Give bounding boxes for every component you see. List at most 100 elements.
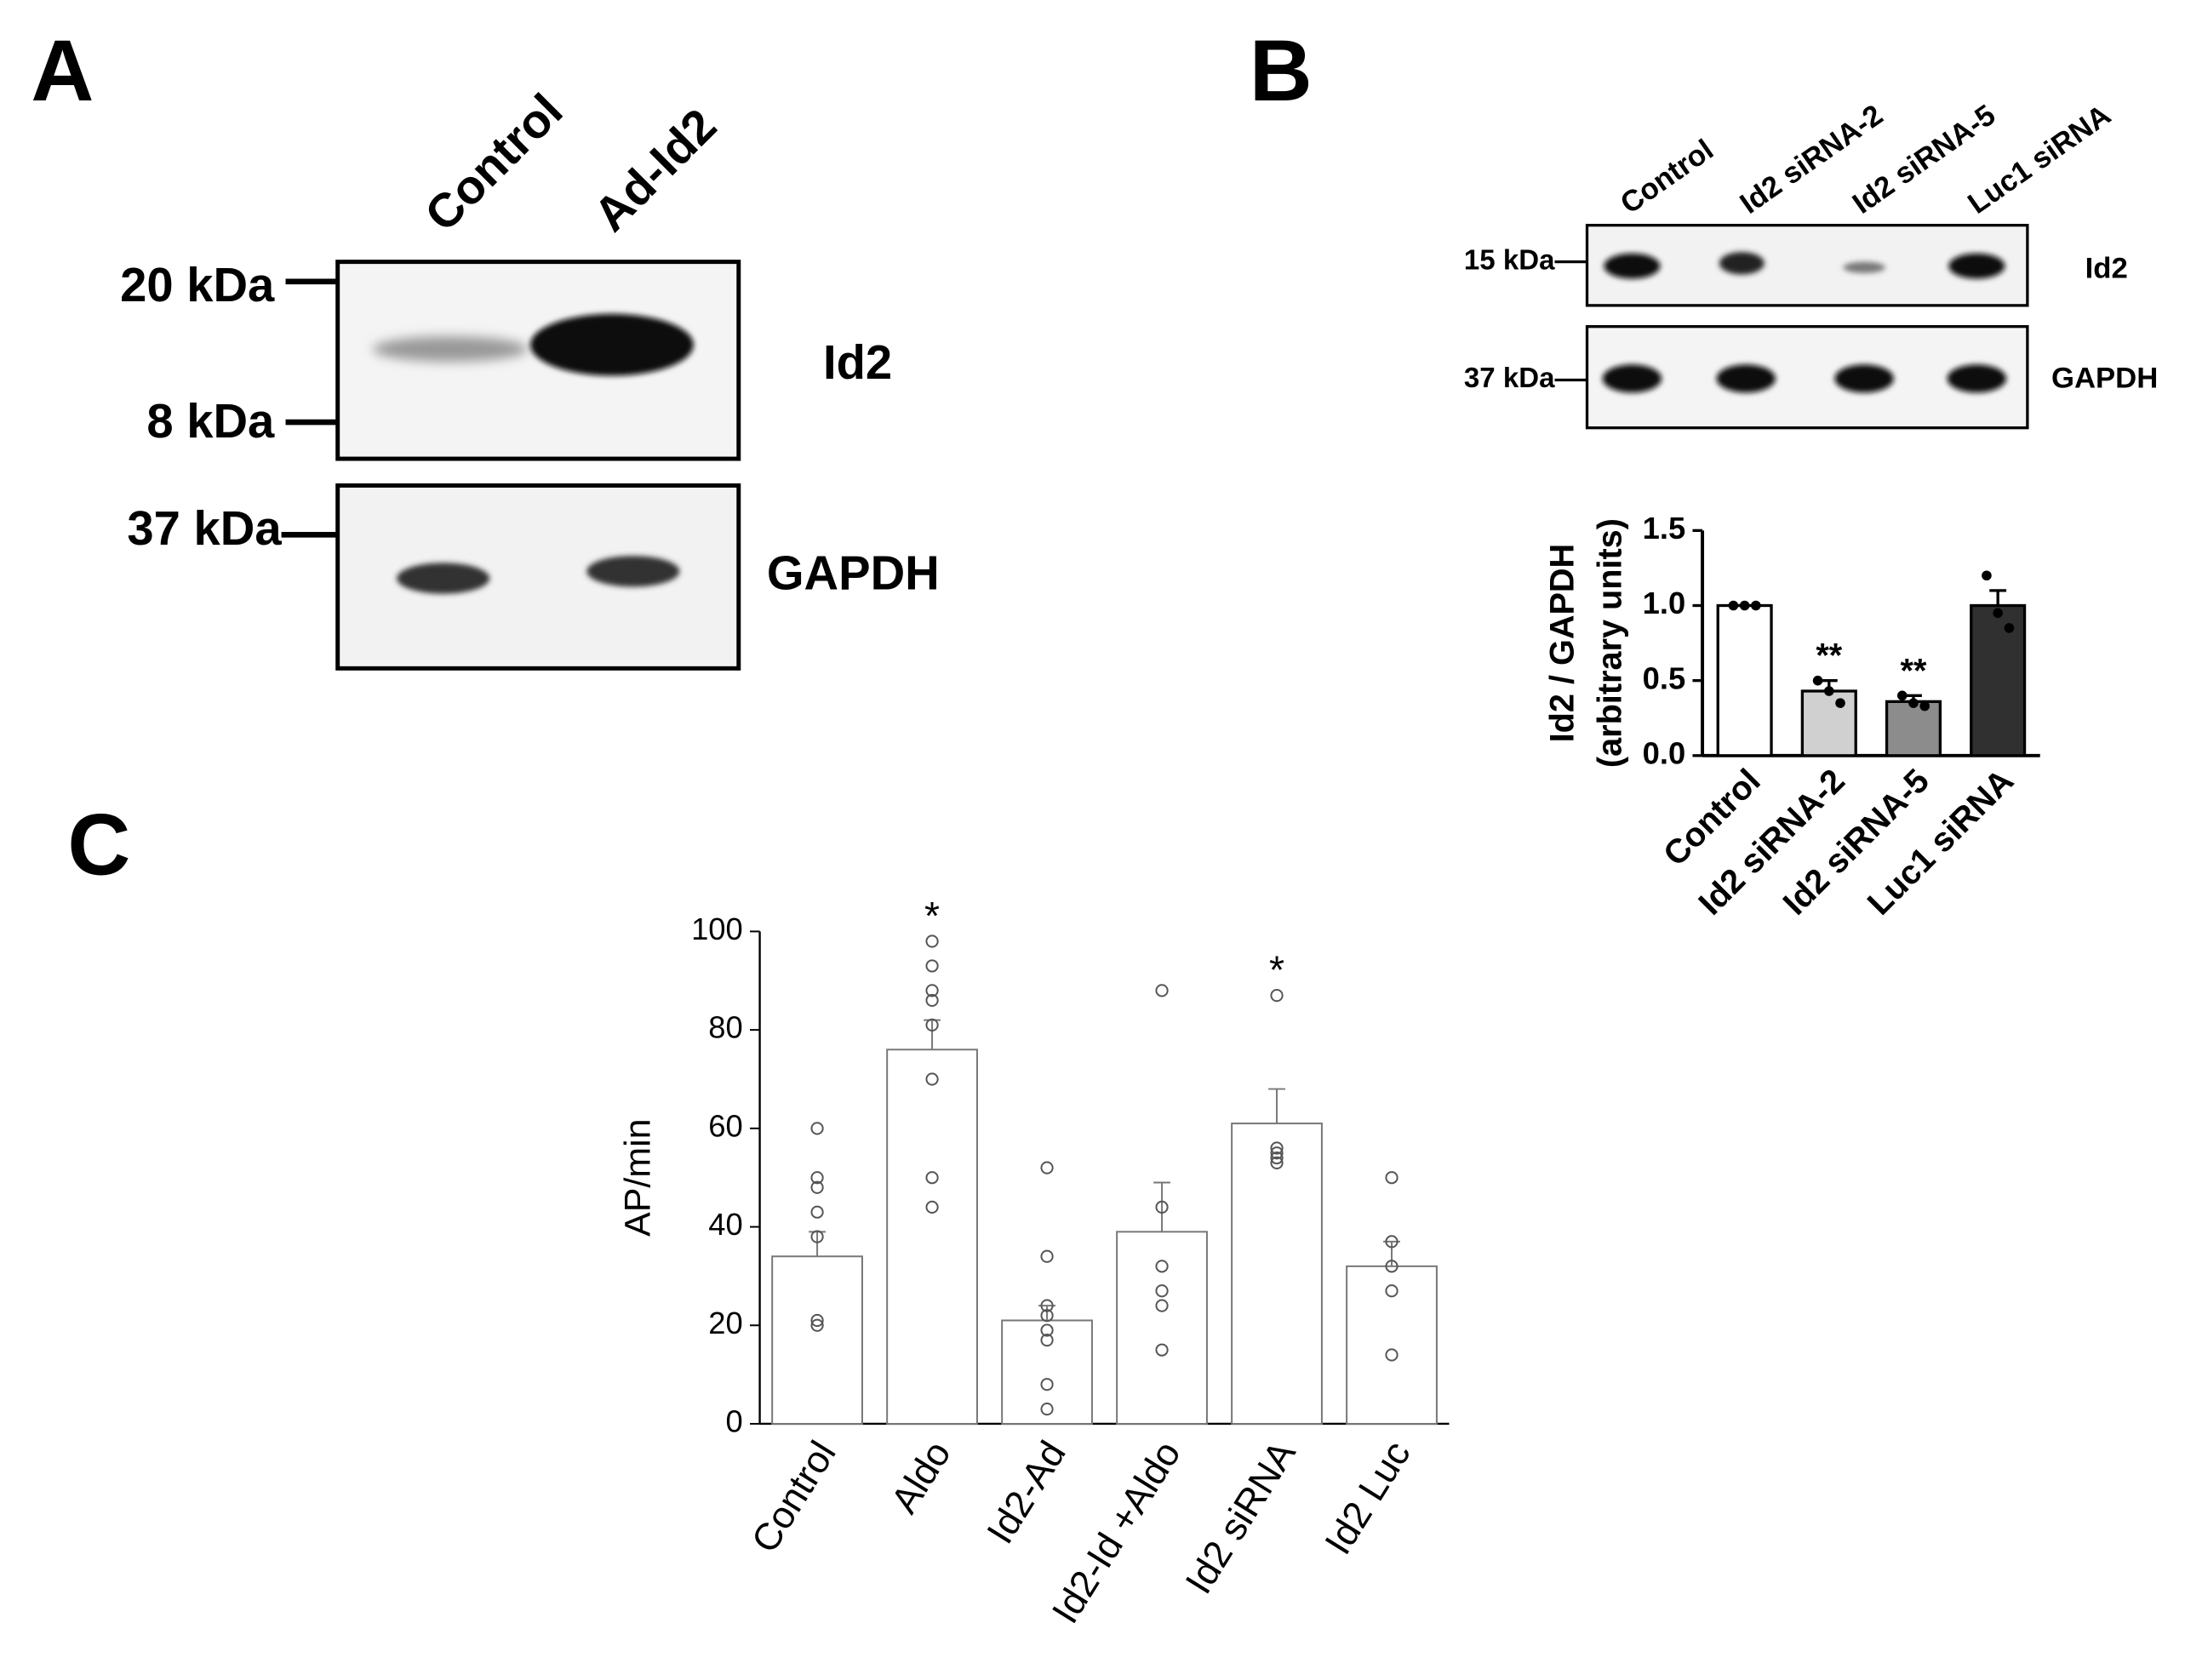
data-point (810, 1230, 824, 1243)
protein-label: GAPDH (767, 546, 940, 600)
data-point (925, 1072, 939, 1086)
blot-b: 15 kDa 37 kDa Control Id2 siRNA-2 Id2 si… (1464, 99, 2158, 430)
band (1843, 261, 1885, 273)
x-tick-label: Id2 Luc (1318, 1434, 1419, 1562)
y-tick-label: 20 (708, 1306, 742, 1340)
y-axis-label: Id2 / GAPDH (1544, 544, 1582, 743)
bar (1970, 603, 2027, 757)
band (1602, 364, 1662, 393)
y-tick-label: 60 (708, 1108, 742, 1143)
data-point (1040, 1334, 1054, 1347)
y-tick-label: 0.0 (1643, 735, 1686, 770)
band (1716, 364, 1776, 393)
data-point (925, 993, 939, 1008)
band (1719, 252, 1765, 275)
y-axis-label: AP/min (617, 1118, 658, 1237)
data-point (1896, 690, 1908, 701)
data-point (925, 1200, 939, 1214)
data-point (810, 1122, 824, 1135)
annotation: ** (1901, 652, 1927, 689)
data-point (810, 1171, 824, 1185)
y-tick-label: 0.5 (1643, 660, 1686, 695)
bar (1116, 1231, 1208, 1425)
y-tick-label: 1.0 (1643, 586, 1686, 620)
marker-label: 20 kDa (120, 258, 275, 311)
marker-label: 15 kDa (1464, 244, 1555, 276)
x-tick-label: Aldo (884, 1434, 959, 1521)
x-tick-label: Id2-Ad (980, 1434, 1074, 1551)
data-point (1824, 686, 1834, 696)
error-bar (1153, 1181, 1170, 1232)
bar (1800, 689, 1857, 757)
bar (1716, 603, 1773, 757)
band (586, 556, 680, 587)
error-bar (1989, 589, 2007, 606)
data-point (810, 1313, 824, 1328)
bar (1885, 700, 1942, 757)
y-tick-label: 1.5 (1643, 511, 1686, 546)
annotation: * (1269, 947, 1284, 991)
data-point (1040, 1161, 1054, 1174)
data-point (1270, 989, 1284, 1003)
data-point (1040, 1378, 1054, 1391)
data-point (1751, 600, 1761, 611)
data-point (1385, 1171, 1399, 1185)
band (397, 563, 490, 594)
y-axis-label: (arbitrary units) (1592, 518, 1629, 768)
panel-label: A (31, 21, 94, 119)
data-point (1385, 1235, 1399, 1249)
bar (886, 1049, 978, 1425)
marker-label: 37 kDa (127, 501, 282, 555)
data-point (1155, 1284, 1169, 1298)
blot-a: 20 kDa 8 kDa 37 kDa Control Ad-Id2 Id2 G… (120, 83, 940, 671)
data-point (810, 1205, 824, 1219)
data-point (810, 1318, 824, 1332)
band (530, 313, 694, 376)
bar (1346, 1265, 1438, 1425)
panel-label: B (1250, 21, 1313, 119)
y-tick-label: 40 (708, 1207, 742, 1242)
data-point (810, 1180, 824, 1194)
data-point (1155, 1200, 1169, 1214)
data-point (1040, 1323, 1054, 1337)
data-point (1812, 675, 1823, 686)
data-point (1040, 1309, 1054, 1323)
band (373, 336, 528, 363)
band (1604, 253, 1661, 279)
data-point (925, 959, 939, 973)
band (1947, 364, 2007, 393)
data-point (1040, 1299, 1054, 1312)
band (1834, 364, 1894, 393)
bar (1231, 1123, 1323, 1425)
x-tick-label: Id2 siRNA (1178, 1434, 1304, 1601)
y-tick-label: 80 (708, 1010, 742, 1045)
lane-label: Control (415, 83, 573, 242)
data-point (1908, 698, 1919, 708)
data-point (925, 984, 939, 997)
data-point (1993, 608, 2003, 619)
data-point (1155, 1299, 1169, 1312)
marker-label: 8 kDa (146, 394, 275, 448)
data-point (1155, 984, 1169, 997)
data-point (1982, 570, 1992, 581)
lane-label: Control (1615, 134, 1719, 220)
data-point (925, 934, 939, 948)
data-point (1040, 1403, 1054, 1416)
data-point (1728, 600, 1739, 611)
data-point (1270, 1146, 1284, 1160)
data-point (1385, 1260, 1399, 1273)
band (1948, 253, 2005, 279)
x-tick-label: Control (744, 1434, 844, 1560)
y-tick-label: 0 (726, 1404, 743, 1439)
lane-label: Ad-Id2 (583, 99, 726, 242)
data-point (925, 1018, 939, 1031)
bar (771, 1255, 863, 1425)
annotation: * (924, 894, 940, 938)
data-point (2004, 623, 2015, 633)
data-point (1040, 1249, 1054, 1263)
annotation: ** (1816, 637, 1842, 675)
data-point (1270, 1151, 1284, 1165)
error-bar (1268, 1088, 1285, 1124)
data-point (1385, 1284, 1399, 1298)
